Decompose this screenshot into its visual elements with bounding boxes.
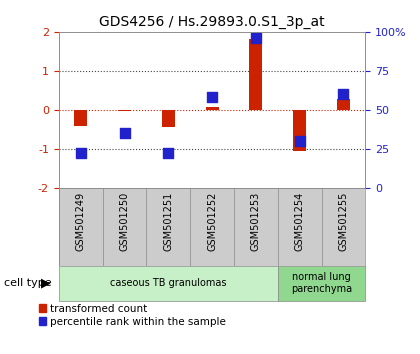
Legend: transformed count, percentile rank within the sample: transformed count, percentile rank withi… xyxy=(39,304,226,327)
Bar xyxy=(59,266,278,301)
Point xyxy=(121,130,128,136)
Point xyxy=(340,91,347,97)
Bar xyxy=(278,266,365,301)
Bar xyxy=(162,110,175,127)
Text: GSM501255: GSM501255 xyxy=(339,192,349,251)
Bar xyxy=(249,39,262,110)
Bar xyxy=(337,99,350,110)
Point xyxy=(209,95,215,100)
Point xyxy=(252,35,259,41)
Text: cell type: cell type xyxy=(4,278,52,288)
Text: GSM501249: GSM501249 xyxy=(76,192,86,251)
Text: GSM501250: GSM501250 xyxy=(120,192,129,251)
Point xyxy=(297,138,303,144)
Text: caseous TB granulomas: caseous TB granulomas xyxy=(110,278,226,288)
Point xyxy=(77,150,84,156)
Bar xyxy=(74,110,87,126)
Text: ▶: ▶ xyxy=(42,277,51,290)
Text: GSM501253: GSM501253 xyxy=(251,192,261,251)
Point xyxy=(165,150,172,156)
Bar xyxy=(293,110,306,151)
Bar xyxy=(205,107,219,110)
Title: GDS4256 / Hs.29893.0.S1_3p_at: GDS4256 / Hs.29893.0.S1_3p_at xyxy=(99,16,325,29)
Bar xyxy=(118,110,131,111)
Text: normal lung
parenchyma: normal lung parenchyma xyxy=(291,272,352,294)
Text: GSM501252: GSM501252 xyxy=(207,192,217,251)
Text: GSM501251: GSM501251 xyxy=(163,192,173,251)
Text: GSM501254: GSM501254 xyxy=(295,192,304,251)
